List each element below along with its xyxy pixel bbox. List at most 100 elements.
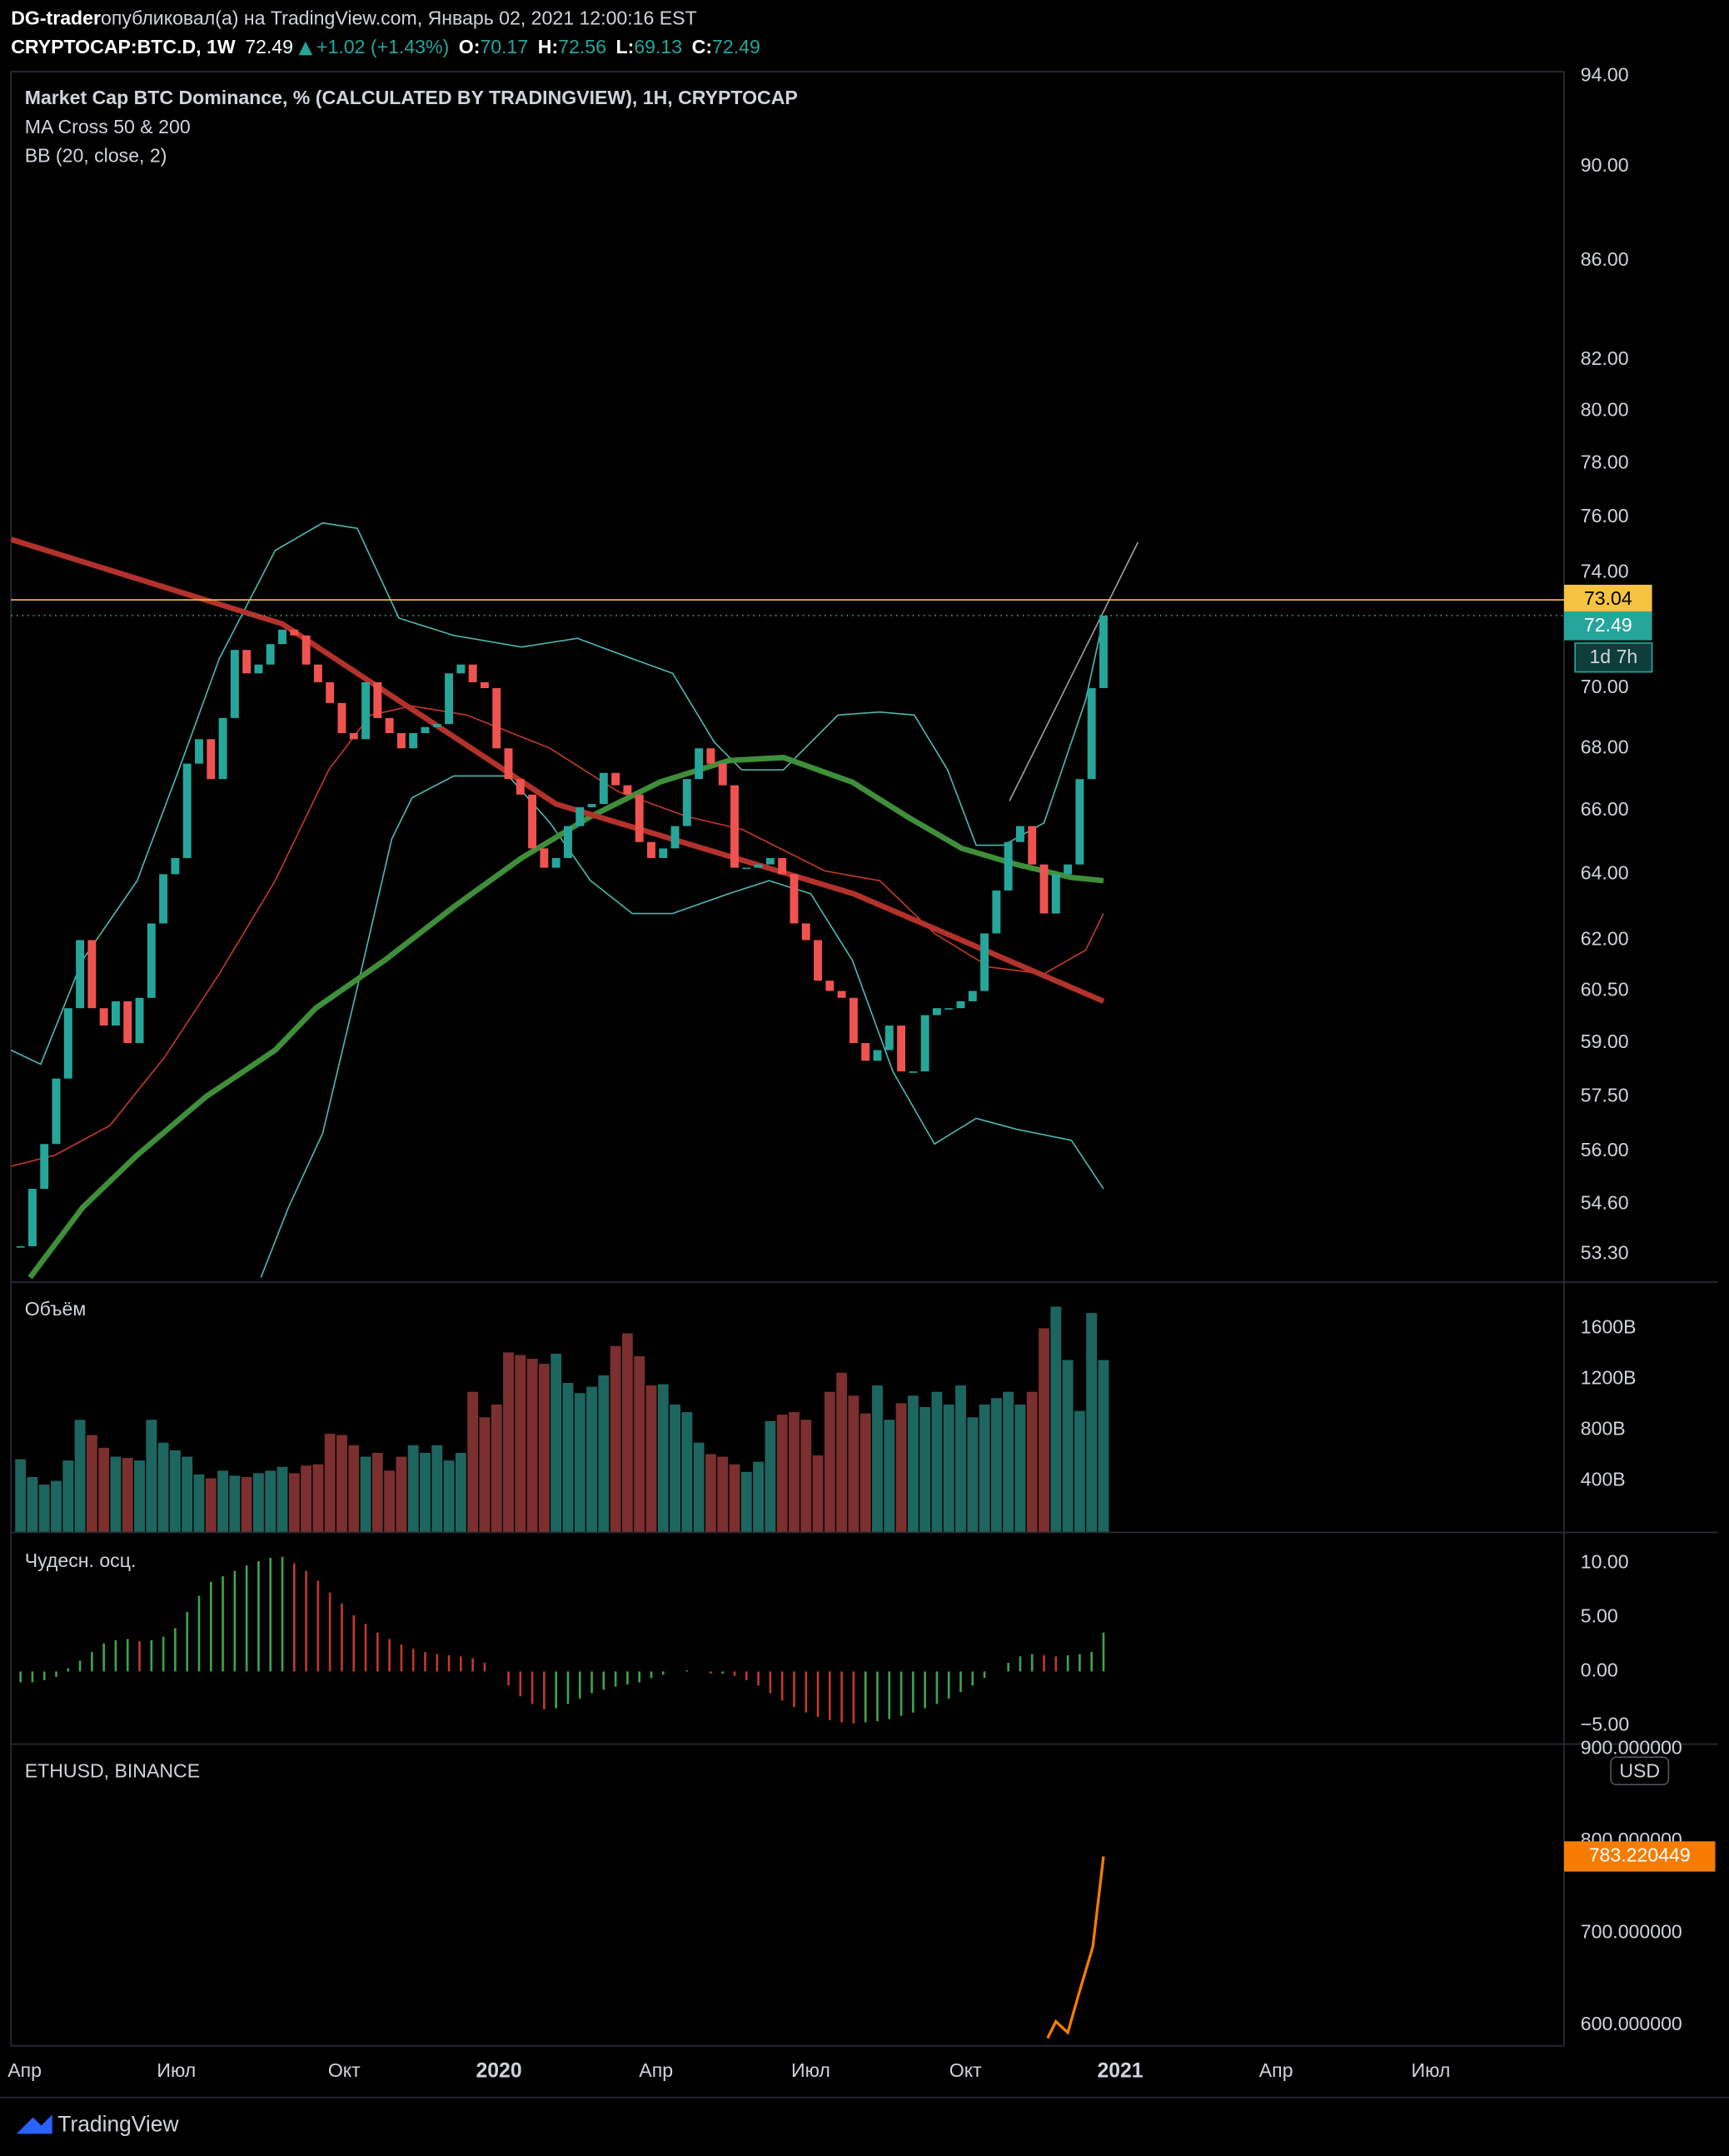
volume-bar — [182, 1456, 193, 1532]
candle-body — [730, 785, 739, 868]
volume-bar — [479, 1417, 491, 1532]
pane-title: Чудесн. осц. — [25, 1550, 137, 1571]
up-arrow-icon — [298, 41, 313, 56]
candle-body — [706, 748, 715, 764]
volume-bar — [217, 1470, 228, 1532]
candle-body — [659, 848, 668, 858]
volume-bar — [420, 1452, 431, 1532]
pane-title: Объём — [25, 1298, 87, 1320]
ohlc-label: L: — [616, 36, 635, 57]
candle-body — [1015, 826, 1024, 842]
volume-bar — [15, 1459, 27, 1532]
candle-body — [218, 717, 227, 780]
y-tick-label: 62.00 — [1581, 928, 1629, 950]
volume-bar — [740, 1471, 752, 1532]
x-tick-label: Окт — [949, 2059, 982, 2081]
volume-bar — [27, 1476, 38, 1532]
volume-bar — [562, 1383, 574, 1532]
y-tick-label: 0.00 — [1581, 1659, 1618, 1680]
candle-body — [171, 857, 180, 875]
candle-body — [980, 933, 989, 991]
candle-body — [111, 1001, 120, 1026]
candle-body — [445, 673, 454, 725]
volume-bar — [967, 1417, 979, 1532]
candle-body — [409, 733, 418, 749]
volume-bar — [193, 1474, 205, 1532]
candle-body — [599, 772, 608, 805]
volume-bar — [431, 1445, 443, 1532]
symbol: CRYPTOCAP:BTC.D, 1W — [11, 36, 236, 57]
candle-body — [718, 763, 727, 786]
y-tick-label: 600.000000 — [1581, 2013, 1682, 2034]
unit-box[interactable] — [1610, 1756, 1670, 1786]
unit-label[interactable]: USD — [1619, 1759, 1660, 1781]
candle-body — [1064, 864, 1073, 875]
x-tick-label: Июл — [791, 2059, 830, 2081]
volume-bar — [1014, 1404, 1026, 1532]
ohlc-value: 72.49 — [712, 36, 760, 57]
candle-body — [480, 681, 489, 689]
volume-bar — [979, 1404, 990, 1532]
volume-bar — [717, 1456, 729, 1532]
eth-price-box — [1563, 1841, 1716, 1872]
candle-body — [909, 1071, 918, 1073]
x-tick-label: Окт — [328, 2059, 361, 2081]
ohlc-value: 69.13 — [634, 36, 682, 57]
volume-bar — [86, 1435, 97, 1532]
candle-body — [278, 629, 287, 645]
candle-body — [576, 806, 585, 826]
volume-bar — [1098, 1360, 1109, 1532]
candle-body — [670, 826, 680, 849]
volume-bar — [157, 1442, 169, 1532]
volume-bar — [371, 1452, 383, 1532]
volume-bar — [1086, 1313, 1098, 1532]
volume-bar — [146, 1420, 157, 1532]
volume-bar — [884, 1420, 895, 1532]
candle-body — [528, 794, 537, 849]
volume-bar — [229, 1475, 241, 1532]
candle-body — [27, 1189, 37, 1246]
y-tick-label: 90.00 — [1581, 154, 1629, 176]
volume-bar — [990, 1398, 1002, 1532]
candle-body — [52, 1078, 61, 1145]
volume-bar — [62, 1460, 74, 1532]
ohlc-value: 72.56 — [558, 36, 606, 57]
change: +1.02 (+1.43%) — [316, 36, 449, 57]
eth-price-label: 783.220449 — [1589, 1844, 1691, 1866]
volume-bar — [955, 1385, 966, 1532]
volume-bar — [407, 1445, 419, 1532]
candle-body — [920, 1015, 929, 1072]
volume-bar — [169, 1450, 181, 1532]
candle-body — [563, 826, 572, 858]
y-tick-label: 64.00 — [1581, 861, 1629, 883]
volume-bar — [526, 1359, 538, 1532]
volume-bar — [729, 1464, 740, 1532]
candle-body — [385, 717, 394, 734]
volume-bar — [336, 1435, 347, 1532]
volume-bar — [301, 1465, 312, 1532]
y-tick-label: 56.00 — [1581, 1139, 1629, 1160]
candle-body — [837, 991, 846, 998]
y-tick-label: 74.00 — [1581, 561, 1629, 582]
indicator-line — [260, 775, 1104, 1278]
volume-bar — [1003, 1391, 1014, 1532]
volume-bar — [38, 1485, 50, 1532]
candle-body — [373, 681, 382, 718]
x-tick-label: Апр — [7, 2059, 42, 2081]
candle-body — [1039, 864, 1049, 914]
volume-bar — [491, 1404, 502, 1532]
volume-bar — [515, 1355, 526, 1532]
volume-bar — [384, 1470, 396, 1532]
volume-bar — [800, 1420, 812, 1532]
y-tick-label: 54.60 — [1581, 1191, 1629, 1213]
candle-body — [635, 794, 644, 842]
candle-body — [551, 857, 561, 868]
candle-body — [301, 635, 311, 665]
candle-body — [63, 1008, 72, 1079]
y-tick-label: 59.00 — [1581, 1031, 1629, 1052]
candle-body — [207, 739, 216, 780]
volume-bar — [360, 1456, 371, 1532]
volume-bar — [598, 1375, 610, 1532]
volume-bar — [241, 1476, 252, 1532]
